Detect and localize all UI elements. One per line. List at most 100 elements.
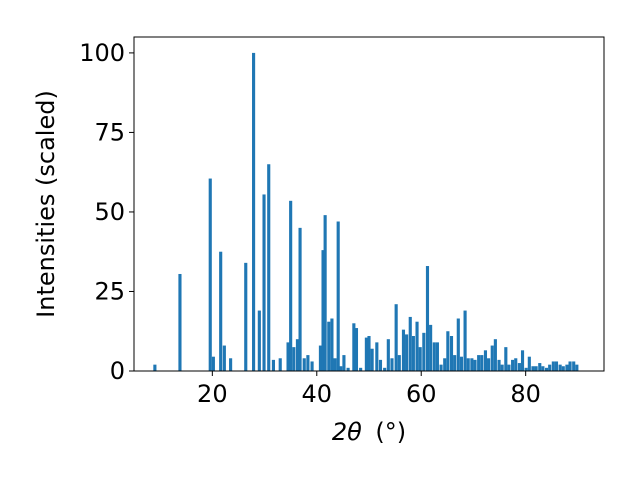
bar-39 bbox=[378, 359, 383, 371]
y-tick-label: 0 bbox=[110, 357, 125, 385]
bar-22 bbox=[318, 345, 322, 371]
y-tick-label: 50 bbox=[94, 198, 125, 226]
x-axis-label: 2θ (°) bbox=[332, 418, 406, 446]
bar-95 bbox=[572, 361, 576, 371]
bar-27 bbox=[333, 358, 337, 371]
bar-12 bbox=[271, 359, 275, 371]
y-tick-label: 25 bbox=[94, 277, 125, 305]
bar-25 bbox=[327, 321, 331, 371]
bar-4 bbox=[219, 251, 223, 371]
bar-73 bbox=[497, 359, 501, 371]
bar-28 bbox=[336, 221, 340, 371]
bar-16 bbox=[292, 347, 296, 371]
bar-19 bbox=[302, 358, 306, 371]
bar-71 bbox=[490, 345, 494, 371]
bar-50 bbox=[418, 347, 422, 371]
bar-17 bbox=[295, 339, 300, 371]
bar-77 bbox=[511, 359, 515, 371]
bar-88 bbox=[548, 364, 552, 371]
bar-10 bbox=[262, 194, 266, 371]
bar-74 bbox=[500, 364, 504, 371]
bar-91 bbox=[558, 364, 562, 371]
bar-96 bbox=[575, 364, 579, 371]
bar-34 bbox=[359, 367, 363, 371]
bar-3 bbox=[211, 356, 215, 371]
bar-14 bbox=[286, 342, 290, 371]
bar-29 bbox=[339, 366, 343, 371]
bar-63 bbox=[463, 310, 467, 371]
bar-52 bbox=[425, 266, 430, 371]
bar-32 bbox=[352, 323, 356, 371]
bar-61 bbox=[456, 318, 460, 371]
y-axis-label: Intensities (scaled) bbox=[32, 90, 60, 318]
bar-36 bbox=[367, 336, 371, 371]
bar-7 bbox=[244, 262, 248, 371]
bar-68 bbox=[480, 355, 484, 371]
bar-11 bbox=[267, 164, 271, 371]
bar-90 bbox=[554, 361, 559, 371]
bar-55 bbox=[435, 342, 439, 371]
bar-92 bbox=[561, 366, 565, 371]
bar-72 bbox=[493, 339, 497, 371]
bar-53 bbox=[429, 324, 433, 371]
bar-40 bbox=[383, 367, 387, 371]
y-axis: 0 25 50 75 100 bbox=[79, 39, 134, 385]
bar-18 bbox=[298, 227, 302, 371]
bar-47 bbox=[408, 316, 412, 371]
bar-44 bbox=[397, 355, 401, 371]
bar-26 bbox=[330, 318, 334, 371]
bar-42 bbox=[390, 358, 394, 371]
bar-58 bbox=[446, 331, 450, 371]
bar-65 bbox=[470, 358, 474, 371]
bar-69 bbox=[483, 350, 488, 371]
x-tick-label: 40 bbox=[302, 380, 333, 408]
bar-87 bbox=[544, 367, 549, 371]
x-tick-label: 20 bbox=[197, 380, 228, 408]
x-axis-label-symbol: 2θ bbox=[332, 418, 362, 446]
bar-21 bbox=[310, 361, 314, 371]
x-tick-label: 80 bbox=[510, 380, 541, 408]
bar-56 bbox=[439, 364, 443, 371]
bar-31 bbox=[346, 367, 350, 371]
bar-54 bbox=[432, 342, 436, 371]
bar-48 bbox=[411, 336, 415, 371]
bar-51 bbox=[422, 332, 426, 371]
bar-38 bbox=[375, 342, 379, 371]
bar-2 bbox=[208, 178, 212, 371]
bar-82 bbox=[527, 356, 531, 371]
bar-30 bbox=[342, 355, 346, 371]
bar-24 bbox=[323, 215, 327, 371]
bar-0 bbox=[153, 364, 157, 371]
bar-5 bbox=[222, 345, 226, 371]
bar-49 bbox=[415, 321, 419, 371]
bar-43 bbox=[394, 304, 398, 371]
bar-46 bbox=[405, 334, 409, 371]
bar-20 bbox=[306, 355, 310, 371]
bar-64 bbox=[466, 358, 470, 371]
bar-84 bbox=[534, 366, 538, 371]
bar-78 bbox=[514, 358, 518, 371]
bar-35 bbox=[364, 337, 368, 371]
bar-75 bbox=[504, 347, 508, 371]
bar-41 bbox=[386, 339, 390, 371]
bar-8 bbox=[252, 52, 256, 372]
bar-66 bbox=[473, 359, 477, 371]
bar-67 bbox=[477, 355, 481, 371]
bar-80 bbox=[520, 350, 525, 371]
bar-62 bbox=[459, 356, 463, 371]
bar-89 bbox=[551, 361, 555, 371]
bar-9 bbox=[257, 310, 261, 371]
bar-76 bbox=[507, 364, 511, 371]
x-axis-label-unit: (°) bbox=[375, 418, 406, 446]
bar-81 bbox=[524, 367, 528, 371]
bar-1 bbox=[178, 273, 182, 371]
x-tick-label: 60 bbox=[406, 380, 437, 408]
bar-37 bbox=[370, 348, 374, 371]
bar-15 bbox=[289, 200, 293, 371]
bar-13 bbox=[278, 358, 282, 371]
bar-83 bbox=[531, 366, 535, 371]
bar-33 bbox=[354, 328, 359, 371]
bar-57 bbox=[443, 358, 447, 371]
bar-86 bbox=[541, 366, 545, 371]
